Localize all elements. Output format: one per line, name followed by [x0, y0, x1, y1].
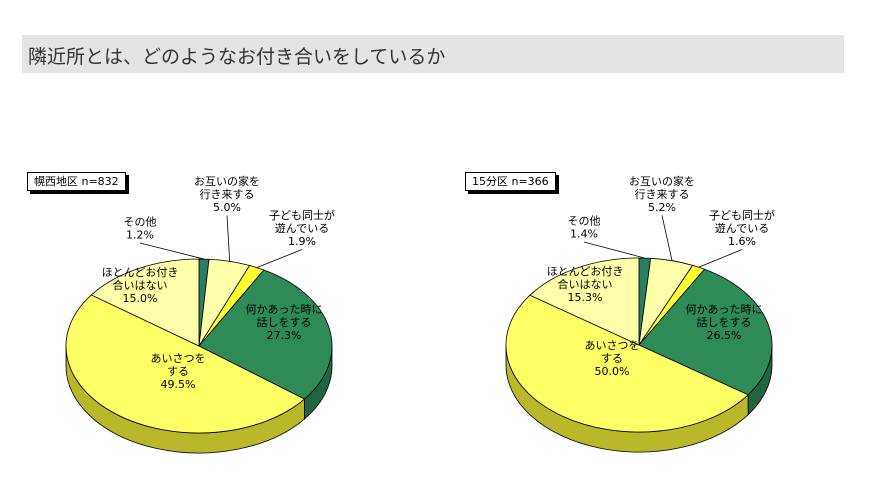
slice-label-line: あいさつを: [151, 352, 206, 365]
pie-slice-4: [198, 269, 333, 400]
pie-slice-6: [90, 258, 200, 347]
slice-label-line: その他: [124, 216, 157, 229]
slice-label-line: 50.0%: [595, 365, 630, 378]
slice-label-line: 26.5%: [707, 329, 742, 342]
region-label-right: 15分区 n=366: [465, 172, 556, 191]
leader-line-1: [583, 241, 645, 259]
slice-label-line: あいさつを: [585, 339, 640, 352]
slice-label-line: 合いはない: [558, 277, 613, 291]
slice-label-line: 1.6%: [728, 235, 756, 248]
slice-label-line: 1.2%: [126, 229, 154, 242]
slice-label-6: ほとんどお付き合いはない 15.3%: [547, 265, 624, 304]
slice-label-line: 子ども同士が: [709, 208, 775, 222]
slice-label-line: 15.0%: [123, 292, 158, 305]
region-label-left: 幌西地区 n=832: [27, 172, 126, 191]
slice-label-line: する: [601, 352, 623, 365]
leader-line-2: [226, 215, 231, 262]
slice-label-line: 1.9%: [288, 235, 316, 248]
slice-label-line: ほとんどお付き: [547, 265, 624, 278]
leader-line-3: [256, 249, 303, 269]
slice-label-line: 1.4%: [570, 228, 598, 241]
slice-label-4: 何かあった時に話しをする 27.3%: [246, 303, 323, 342]
slice-label-line: お互いの家を: [194, 174, 260, 188]
slice-label-line: 何かあった時に: [246, 303, 323, 316]
slice-label-line: 15.3%: [568, 291, 603, 304]
slice-label-6: ほとんどお付き合いはない 15.0%: [102, 266, 179, 305]
slice-label-line: 遊んでいる: [715, 221, 769, 235]
slice-label-2: お互いの家を行き来する 5.2%: [629, 174, 695, 214]
slice-label-line: 5.0%: [213, 201, 241, 214]
leader-line-2: [661, 215, 673, 261]
slice-label-line: 話しをする: [697, 315, 752, 329]
leader-line-1: [139, 242, 205, 260]
slice-label-2: お互いの家を行き来する 5.0%: [194, 174, 260, 214]
pie-slice-6: [529, 257, 640, 346]
pie-slice-5: [505, 294, 749, 433]
slice-label-3: 子ども同士が遊んでいる 1.9%: [269, 208, 335, 248]
slice-label-1: その他 1.2%: [124, 216, 157, 242]
slice-label-line: 5.2%: [648, 201, 676, 214]
slice-label-line: 話しをする: [257, 315, 312, 329]
slice-label-line: ほとんどお付き: [102, 266, 179, 279]
slice-label-line: 27.3%: [267, 329, 302, 342]
pie-chart-1: その他 1.2%お互いの家を行き来する 5.0%子ども同士が遊んでいる 1.9%何かあ…: [65, 174, 335, 454]
slice-label-line: その他: [568, 215, 601, 228]
title-bar: 隣近所とは、どのようなお付き合いをしているか: [22, 35, 844, 73]
slice-label-line: 49.5%: [161, 378, 196, 391]
slice-label-line: 行き来する: [635, 188, 690, 201]
slice-label-4: 何かあった時に話しをする 26.5%: [686, 303, 763, 342]
pie-chart-2: その他 1.4% お互いの家を行き来する 5.2% 子ども同士が遊んでいる 1.6% 何かあ…: [505, 174, 775, 453]
slice-label-1: その他 1.4%: [568, 215, 601, 241]
slice-label-line: お互いの家を: [629, 174, 695, 188]
slice-label-line: 合いはない: [113, 278, 168, 292]
slice-label-line: する: [167, 365, 189, 378]
slice-label-line: 何かあった時に: [686, 303, 763, 316]
slice-label-line: 子ども同士が: [269, 208, 335, 222]
page-title: 隣近所とは、どのようなお付き合いをしているか: [28, 46, 446, 68]
leader-line-3: [698, 249, 743, 268]
pie-slice-5: [65, 294, 306, 434]
slice-label-5: あいさつをする 49.5%: [151, 352, 206, 391]
slice-label-5: あいさつをする 50.0%: [585, 339, 640, 378]
pie-slice-4: [638, 268, 773, 396]
slice-label-3: 子ども同士が遊んでいる 1.6%: [709, 208, 775, 248]
slice-label-line: 遊んでいる: [275, 221, 329, 235]
slice-label-line: 行き来する: [200, 188, 255, 201]
